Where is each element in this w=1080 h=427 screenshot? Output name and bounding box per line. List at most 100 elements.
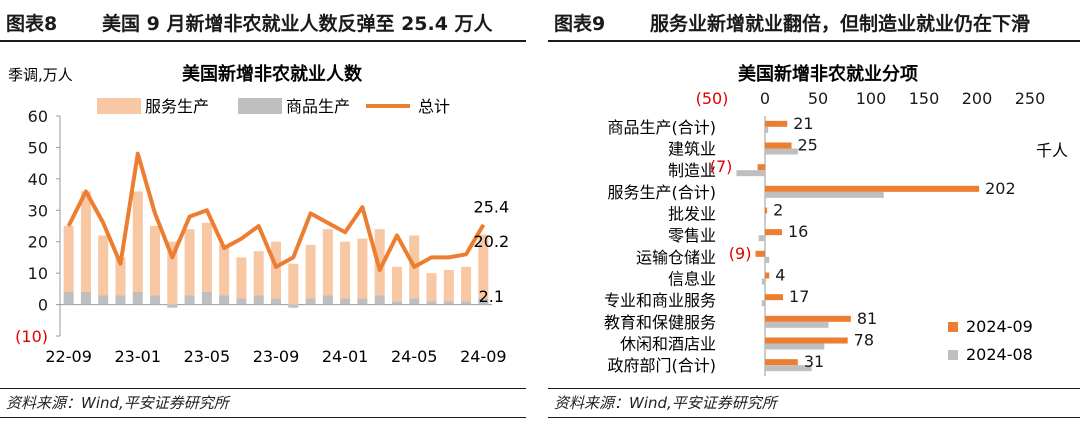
data-annotations: 25.4 20.2 2.1 — [474, 198, 510, 306]
chart-axes: (50) 0 50 100 150 200 250 商品生产(合计) 建筑业制造业服务生产(合计… — [604, 89, 1045, 376]
bar-2024-08 — [758, 235, 765, 242]
legend-swatch — [948, 350, 958, 360]
goods-bar — [357, 298, 368, 305]
bar-2024-09 — [765, 185, 980, 192]
y-tick-label: 40 — [28, 170, 48, 189]
bar-2024-08 — [765, 126, 769, 133]
goods-bar — [443, 301, 454, 305]
panel-title: 美国 9 月新增非农就业人数反弹至 25.4 万人 — [102, 12, 493, 35]
services-bar — [80, 191, 91, 292]
value-label: (9) — [729, 244, 752, 263]
y-tick-label: 50 — [28, 138, 48, 157]
services-bar — [426, 273, 437, 302]
goods-bar — [461, 301, 472, 305]
x-tick-label: 24-09 — [460, 347, 507, 366]
panel-header: 图表8 美国 9 月新增非农就业人数反弹至 25.4 万人 — [0, 4, 526, 42]
annotation-label: 20.2 — [474, 232, 510, 251]
legend-item: 商品生产 — [238, 97, 350, 116]
bar-2024-09 — [757, 164, 765, 171]
legend-label: 总计 — [418, 97, 450, 116]
bar-2024-08 — [761, 278, 765, 285]
bar-2024-08 — [765, 321, 829, 328]
services-bar — [305, 244, 316, 299]
category-label: 商品生产(合计) — [608, 118, 717, 137]
services-bar — [270, 241, 282, 299]
goods-bar — [391, 301, 402, 305]
category-label: 建筑业 — [668, 140, 716, 159]
x-tick-label: 23-01 — [115, 347, 162, 366]
value-label: 17 — [789, 287, 809, 306]
unit-label: 千人 — [1036, 141, 1068, 160]
goods-bar — [305, 298, 316, 305]
figure-label: 图表8 — [6, 12, 58, 35]
bar-2024-09 — [765, 294, 784, 301]
bar-2024-09 — [755, 250, 765, 257]
value-label: 21 — [793, 114, 813, 133]
bar-2024-09 — [765, 142, 792, 149]
bar-2024-08 — [765, 191, 884, 198]
category-label: 政府部门(合计) — [608, 356, 717, 375]
panel-header: 图表9 服务业新增就业翻倍，但制造业就业仍在下滑 — [548, 4, 1080, 42]
goods-bar — [98, 295, 109, 305]
y-tick-label: 30 — [28, 201, 48, 220]
y-tick-label: 0 — [38, 296, 48, 315]
category-label: 教育和保健服务 — [604, 313, 716, 332]
bar-2024-08 — [765, 343, 825, 350]
x-tick-label: 150 — [909, 89, 940, 108]
x-tick-label: 50 — [808, 89, 828, 108]
legend-item: 服务生产 — [97, 97, 209, 116]
goods-bar — [63, 292, 74, 305]
bar-2024-08 — [765, 213, 767, 220]
goods-bar — [150, 295, 161, 305]
payrolls-breakdown-chart: 美国新增非农就业分项 千人 (50) 0 50 100 150 200 250 商品生产(合计… — [604, 63, 1068, 376]
goods-bar — [184, 295, 195, 305]
annotation-label: 25.4 — [474, 198, 510, 217]
x-tick-label: 24-01 — [322, 347, 369, 366]
bar-2024-09 — [765, 120, 788, 127]
panel-title: 服务业新增就业翻倍，但制造业就业仍在下滑 — [650, 12, 1031, 35]
services-bar — [201, 222, 212, 292]
services-bar — [288, 263, 299, 305]
services-bar — [98, 235, 109, 296]
value-label: 16 — [788, 222, 808, 241]
category-label: 休闲和酒店业 — [620, 335, 716, 354]
services-bar — [115, 257, 126, 296]
goods-bar — [219, 295, 230, 305]
annotation-label: 2.1 — [479, 287, 504, 306]
bar-2024-08 — [765, 365, 812, 372]
bar-2024-08 — [765, 148, 798, 155]
services-bar — [253, 251, 264, 296]
services-bar — [443, 270, 454, 302]
bar-2024-08 — [736, 170, 765, 177]
figure-label: 图表9 — [554, 12, 606, 35]
services-bar — [374, 229, 385, 296]
line-series — [66, 151, 486, 272]
bar-2024-09 — [765, 272, 770, 279]
services-bar — [184, 229, 195, 296]
value-label: 25 — [798, 136, 818, 155]
bar-2024-09 — [765, 207, 768, 214]
value-label: 81 — [857, 309, 877, 328]
legend-label: 商品生产 — [286, 97, 350, 116]
goods-bar — [409, 298, 420, 305]
legend-label: 服务生产 — [145, 97, 209, 116]
bar-series — [63, 191, 489, 308]
value-label: 2 — [773, 201, 783, 220]
x-tick-label: 100 — [856, 89, 887, 108]
goods-bar — [80, 292, 91, 305]
goods-bar — [115, 295, 126, 305]
y-tick-label: 60 — [28, 107, 48, 126]
legend-swatch — [238, 98, 282, 114]
legend-swatch — [948, 322, 958, 332]
goods-bar — [253, 295, 264, 305]
goods-bar — [426, 301, 437, 305]
total-line — [66, 151, 486, 272]
x-tick-label: 0 — [760, 89, 770, 108]
chart-axes: (10) 0 10 20 30 40 50 60 22-09 23-01 23-05 23-09 24-… — [15, 107, 506, 366]
payrolls-chart: 季调,万人 美国新增非农就业人数 服务生产 商品生产 总计 (10) 0 10 20 30 4… — [8, 63, 510, 366]
y-tick-label: 20 — [28, 233, 48, 252]
panel-left-chart: 图表8 美国 9 月新增非农就业人数反弹至 25.4 万人 季调,万人 美国新增… — [0, 0, 526, 427]
category-label: 服务生产(合计) — [608, 183, 717, 202]
bar-2024-08 — [765, 256, 770, 263]
y-axis-unit-label: 季调,万人 — [8, 66, 73, 84]
